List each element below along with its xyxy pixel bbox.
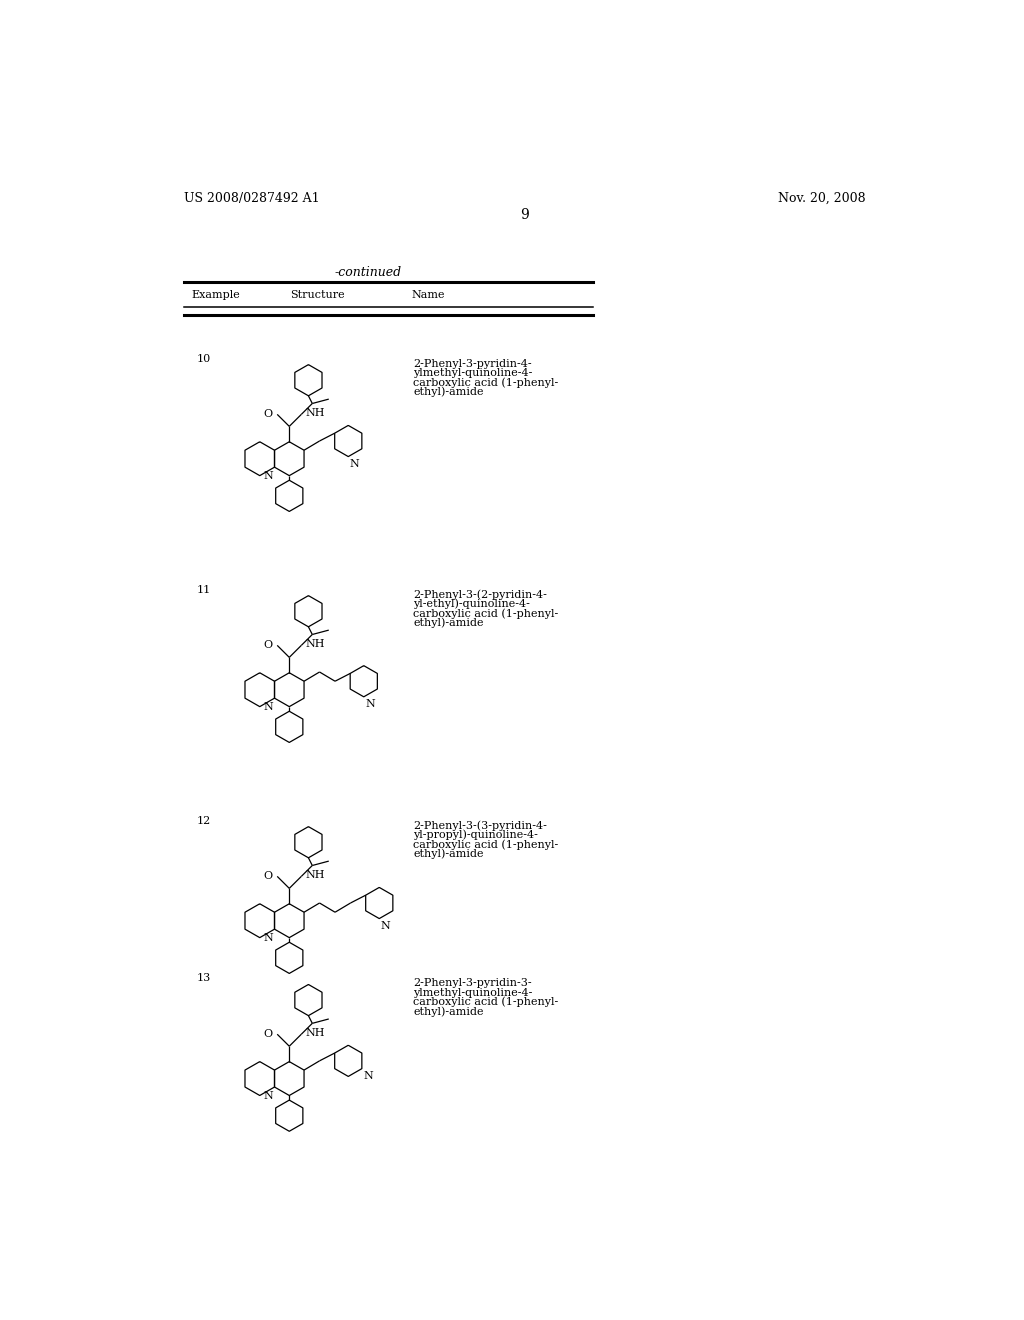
Text: 9: 9 [520,207,529,222]
Text: yl-ethyl)-quinoline-4-: yl-ethyl)-quinoline-4- [414,599,530,610]
Text: Structure: Structure [291,289,345,300]
Text: O: O [263,640,272,651]
Text: NH: NH [305,408,325,418]
Text: Name: Name [412,289,445,300]
Text: NH: NH [305,870,325,880]
Text: N: N [364,1071,373,1081]
Text: N: N [350,459,359,469]
Text: O: O [263,871,272,882]
Text: N: N [263,471,273,480]
Text: N: N [263,933,273,942]
Text: 11: 11 [197,585,211,594]
Text: N: N [263,702,273,711]
Text: US 2008/0287492 A1: US 2008/0287492 A1 [183,191,319,205]
Text: 2-Phenyl-3-pyridin-3-: 2-Phenyl-3-pyridin-3- [414,978,531,989]
Text: NH: NH [305,1028,325,1038]
Text: 2-Phenyl-3-(2-pyridin-4-: 2-Phenyl-3-(2-pyridin-4- [414,590,547,601]
Text: 10: 10 [197,354,211,363]
Text: ethyl)-amide: ethyl)-amide [414,849,483,859]
Text: 12: 12 [197,816,211,825]
Text: carboxylic acid (1-phenyl-: carboxylic acid (1-phenyl- [414,997,558,1007]
Text: carboxylic acid (1-phenyl-: carboxylic acid (1-phenyl- [414,609,558,619]
Text: NH: NH [305,639,325,649]
Text: ylmethyl-quinoline-4-: ylmethyl-quinoline-4- [414,368,532,378]
Text: Example: Example [191,289,241,300]
Text: 13: 13 [197,973,211,983]
Text: ethyl)-amide: ethyl)-amide [414,1006,483,1016]
Text: 2-Phenyl-3-(3-pyridin-4-: 2-Phenyl-3-(3-pyridin-4- [414,821,547,832]
Text: yl-propyl)-quinoline-4-: yl-propyl)-quinoline-4- [414,830,538,841]
Text: O: O [263,1030,272,1039]
Text: O: O [263,409,272,420]
Text: -continued: -continued [335,265,401,279]
Text: carboxylic acid (1-phenyl-: carboxylic acid (1-phenyl- [414,378,558,388]
Text: N: N [263,1090,273,1101]
Text: ylmethyl-quinoline-4-: ylmethyl-quinoline-4- [414,987,532,998]
Text: N: N [381,921,390,931]
Text: ethyl)-amide: ethyl)-amide [414,618,483,628]
Text: carboxylic acid (1-phenyl-: carboxylic acid (1-phenyl- [414,840,558,850]
Text: N: N [366,700,375,709]
Text: 2-Phenyl-3-pyridin-4-: 2-Phenyl-3-pyridin-4- [414,359,531,368]
Text: Nov. 20, 2008: Nov. 20, 2008 [778,191,866,205]
Text: ethyl)-amide: ethyl)-amide [414,387,483,397]
